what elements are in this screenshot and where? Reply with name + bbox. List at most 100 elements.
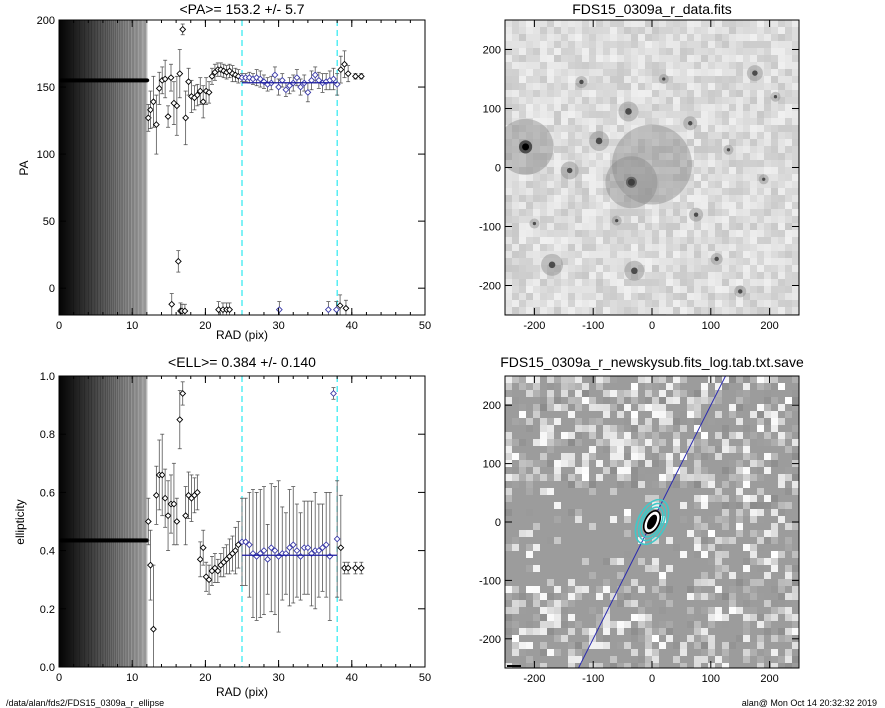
img2-noise-cell (673, 453, 680, 460)
img1-noise-cell (505, 188, 512, 195)
img2-noise-cell (694, 530, 701, 537)
img1-noise-cell (764, 258, 771, 265)
pa-band-strip (82, 20, 85, 315)
img1-noise-cell (519, 300, 526, 307)
img2-noise-cell (785, 663, 792, 668)
img1-noise-cell (603, 34, 610, 41)
img2-noise-cell (750, 558, 757, 565)
img1-noise-cell (680, 272, 687, 279)
img1-noise-cell (736, 146, 743, 153)
img1-x-tick-label: 0 (649, 320, 655, 332)
img1-noise-cell (680, 265, 687, 272)
img1-noise-cell (610, 230, 617, 237)
img2-noise-cell (757, 474, 764, 481)
img1-noise-cell (519, 83, 526, 90)
img1-noise-cell (575, 244, 582, 251)
img2-noise-cell (729, 474, 736, 481)
img2-noise-cell (589, 593, 596, 600)
img1-noise-cell (554, 258, 561, 265)
img2-noise-cell (743, 656, 750, 663)
img1-noise-cell (610, 174, 617, 181)
pa-data-point (342, 304, 350, 312)
img2-noise-cell (743, 572, 750, 579)
img2-noise-cell (526, 495, 533, 502)
img1-noise-cell (645, 272, 652, 279)
img2-noise-cell (743, 586, 750, 593)
img1-noise-cell (582, 174, 589, 181)
img1-noise-cell (561, 167, 568, 174)
img2-noise-cell (659, 537, 666, 544)
pa-ylabel: PA (17, 160, 31, 175)
img2-noise-cell (708, 551, 715, 558)
img2-noise-cell (526, 509, 533, 516)
pa-band-strip (65, 20, 68, 315)
img2-noise-cell (631, 544, 638, 551)
img2-noise-cell (722, 488, 729, 495)
img1-noise-cell (652, 104, 659, 111)
img1-noise-cell (785, 83, 792, 90)
img2-noise-cell (701, 600, 708, 607)
img1-noise-cell (617, 279, 624, 286)
img1-noise-cell (694, 153, 701, 160)
img2-noise-cell (526, 600, 533, 607)
img1-noise-cell (785, 265, 792, 272)
img2-noise-cell (764, 621, 771, 628)
img1-noise-cell (680, 132, 687, 139)
img1-noise-cell (575, 286, 582, 293)
img2-noise-cell (645, 656, 652, 663)
img1-noise-cell (617, 237, 624, 244)
img2-noise-cell (596, 383, 603, 390)
img1-noise-cell (512, 160, 519, 167)
img1-noise-cell (533, 132, 540, 139)
img1-noise-cell (505, 20, 512, 27)
img2-noise-cell (743, 502, 750, 509)
img1-noise-cell (610, 139, 617, 146)
img1-noise-cell (596, 153, 603, 160)
img1-noise-cell (659, 111, 666, 118)
img2-noise-cell (715, 579, 722, 586)
img1-noise-cell (526, 251, 533, 258)
img2-noise-cell (589, 509, 596, 516)
img1-noise-cell (680, 181, 687, 188)
img2-noise-cell (736, 530, 743, 537)
img2-noise-cell (526, 474, 533, 481)
img1-noise-cell (771, 34, 778, 41)
img1-noise-cell (652, 188, 659, 195)
img1-noise-cell (582, 48, 589, 55)
img2-noise-cell (785, 516, 792, 523)
img2-noise-cell (603, 404, 610, 411)
img1-noise-cell (596, 188, 603, 195)
img2-noise-cell (792, 397, 799, 404)
ell-band-strip (101, 376, 104, 667)
img1-noise-cell (673, 146, 680, 153)
img1-noise-cell (512, 167, 519, 174)
img1-noise-cell (589, 265, 596, 272)
img1-noise-cell (743, 265, 750, 272)
img1-noise-cell (512, 111, 519, 118)
img2-noise-cell (561, 446, 568, 453)
img1-noise-cell (519, 69, 526, 76)
img2-noise-cell (610, 467, 617, 474)
img1-noise-cell (610, 286, 617, 293)
img1-noise-cell (785, 55, 792, 62)
img2-noise-cell (764, 600, 771, 607)
pa-band-strip (100, 20, 103, 315)
img2-noise-cell (610, 600, 617, 607)
img1-noise-cell (778, 160, 785, 167)
img2-noise-cell (547, 404, 554, 411)
img2-noise-cell (596, 614, 603, 621)
img2-noise-cell (715, 481, 722, 488)
img2-noise-cell (771, 432, 778, 439)
img1-noise-cell (673, 97, 680, 104)
img1-noise-cell (603, 69, 610, 76)
ell-band-strip (110, 376, 113, 667)
img1-noise-cell (736, 237, 743, 244)
img1-noise-cell (771, 237, 778, 244)
img1-noise-cell (589, 307, 596, 314)
img1-noise-cell (526, 216, 533, 223)
img2-noise-cell (715, 397, 722, 404)
img1-noise-cell (596, 27, 603, 34)
pa-data-point (330, 75, 337, 83)
img2-noise-cell (631, 628, 638, 635)
img1-noise-cell (582, 27, 589, 34)
